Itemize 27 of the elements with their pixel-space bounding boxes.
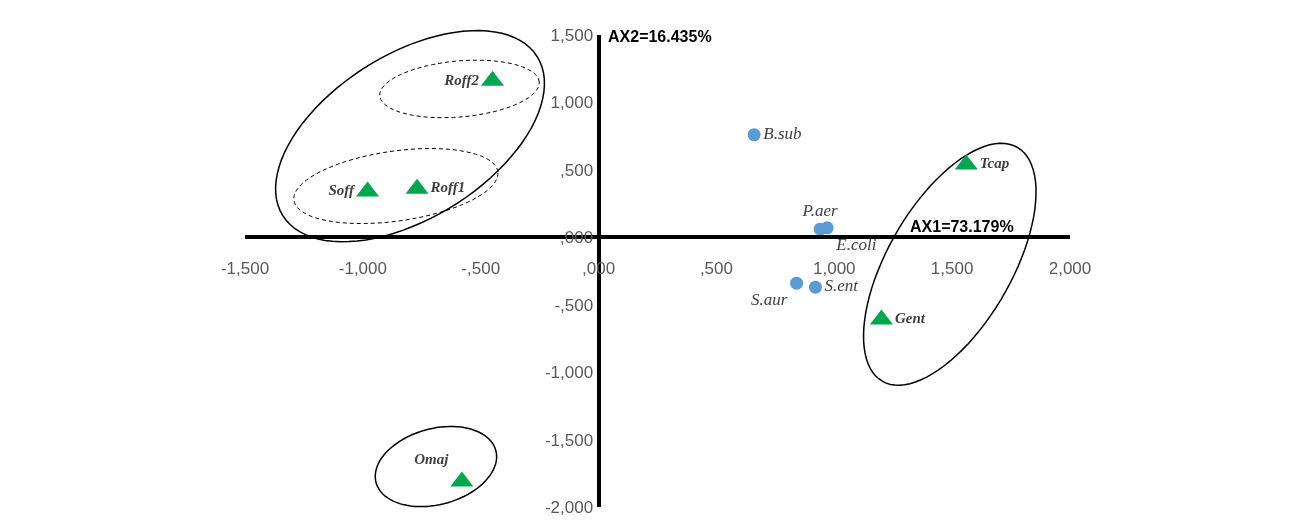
x-tick-label: -,500 [461, 258, 501, 278]
data-label: S.ent [824, 276, 860, 296]
data-label: Roff1 [429, 179, 466, 196]
x-tick-label: 1,000 [813, 258, 856, 278]
y-tick-label: 1,500 [550, 25, 594, 45]
data-label: S.aur [751, 290, 788, 310]
data-label: Soff [328, 182, 357, 199]
y-tick-label: -,500 [554, 295, 594, 315]
x-tick-label: -1,500 [220, 258, 270, 278]
data-label: Gent [894, 310, 926, 327]
y-tick-label: 1,000 [550, 93, 594, 113]
x-tick-label: 1,500 [930, 258, 974, 278]
y-tick-label: -1,500 [544, 430, 594, 450]
x-tick-label: ,500 [699, 258, 733, 278]
y-axis-title: AX2=16.435% [608, 28, 712, 45]
x-axis-title: AX1=73.179% [910, 218, 1014, 235]
data-label: E.coli [835, 234, 877, 254]
data-label: P.aer [801, 200, 839, 220]
y-tick-label: -1,000 [544, 363, 594, 383]
y-tick-label: -2,000 [544, 497, 594, 517]
data-label: Omaj [414, 451, 450, 468]
data-label: Roff2 [443, 71, 480, 88]
x-tick-label: 2,000 [1048, 258, 1092, 278]
x-tick-label: -1,000 [338, 258, 387, 278]
y-tick-label: ,500 [560, 160, 594, 180]
data-label: B.sub [763, 124, 802, 144]
data-label: Tcap [979, 155, 1010, 172]
